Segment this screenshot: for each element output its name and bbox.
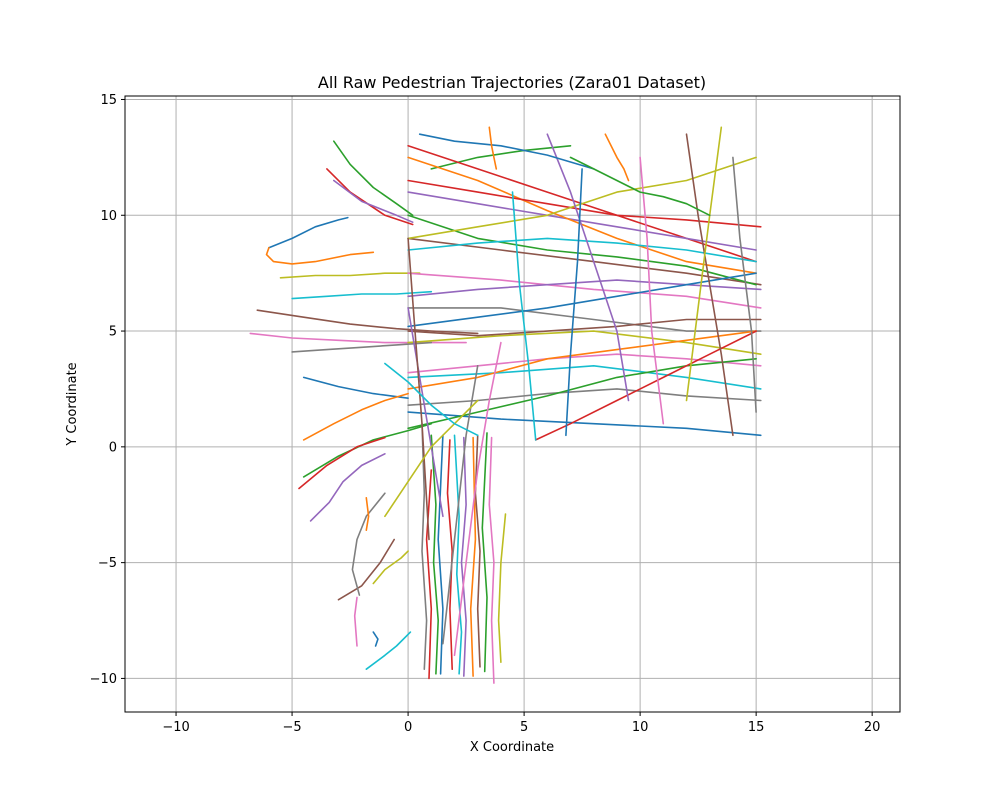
trajectory-line [372,631,379,647]
trajectory-line [365,631,412,670]
trajectory-line [309,453,386,522]
trajectory-line [604,133,630,182]
trajectory-line [430,434,439,675]
trajectory-line [302,422,433,478]
trajectory-line [488,126,498,170]
x-tick-label: −5 [282,720,301,735]
axis-ticks: −10 −5 0 5 10 15 20 −10 −5 0 5 10 15 [90,93,881,735]
y-tick-label: −5 [98,556,117,571]
trajectory-line [298,436,386,490]
trajectory-line [437,434,444,675]
trajectory-line [407,307,762,332]
y-tick-label: 10 [100,209,117,224]
trajectory-line [291,290,433,300]
trajectory-line [546,133,630,402]
trajectory-line [565,168,583,437]
y-tick-label: −10 [90,672,117,687]
x-tick-label: 5 [520,720,528,735]
trajectory-line [302,376,409,399]
trajectory-line [534,330,757,441]
trajectory-line [421,422,428,670]
trajectory-line [407,214,757,286]
trajectory-line [407,191,757,251]
trajectory-line [384,362,479,437]
trajectory-line [453,434,463,675]
trajectory-line [497,513,507,663]
trajectory-line [425,469,433,680]
trajectory-line [407,272,757,328]
trajectory-line [639,156,665,425]
trajectory-line [446,439,453,670]
x-tick-label: 0 [404,720,412,735]
trajectory-line [279,272,421,279]
plot-frame [124,95,901,713]
trajectory-line [291,341,433,353]
x-tick-label: 20 [864,720,881,735]
y-tick-label: 15 [100,93,117,108]
trajectories [249,126,762,684]
chart-title: All Raw Pedestrian Trajectories (Zara01 … [318,73,706,92]
trajectory-line [430,145,572,170]
trajectory-line [460,436,467,677]
trajectory-line [407,388,762,406]
trajectory-line [407,365,762,390]
y-axis-label: Y Coordinate [65,362,80,446]
trajectory-line [407,237,757,263]
trajectory-line [407,330,762,355]
trajectory-line [268,216,349,249]
trajectory-line [407,330,757,390]
y-tick-label: 0 [109,440,117,455]
x-tick-label: 10 [632,720,649,735]
y-tick-label: 5 [109,325,117,340]
trajectory-line [372,550,409,585]
trajectory-line [407,279,762,298]
trajectory-line [407,318,762,337]
trajectory-line [407,237,430,541]
trajectory-line [365,497,370,531]
trajectory-line [569,156,711,217]
trajectory-line [407,156,757,240]
trajectory-line [685,126,723,402]
x-tick-label: 15 [748,720,765,735]
trajectory-line [418,133,595,170]
trajectory-line [302,392,409,441]
trajectory-line [453,341,502,657]
trajectory-line [407,358,757,430]
trajectory-line [442,365,479,645]
x-axis-label: X Coordinate [470,740,554,755]
trajectory-line [481,432,488,673]
x-tick-label: −10 [162,720,189,735]
trajectory-line [353,596,358,647]
trajectory-line [488,436,495,684]
trajectory-line [333,140,414,217]
trajectory-line [685,133,734,437]
trajectory-line [732,156,757,413]
trajectory-line [407,272,762,309]
trajectory-line [407,307,444,518]
trajectory-line [511,191,537,441]
trajectory-line [469,436,477,677]
trajectory-line [333,179,414,223]
trajectory-line [265,246,375,265]
trajectory-line [337,538,395,601]
trajectory-line [351,492,386,596]
trajectory-line [384,399,479,518]
trajectory-line [256,309,479,335]
trajectory-line [474,434,481,668]
